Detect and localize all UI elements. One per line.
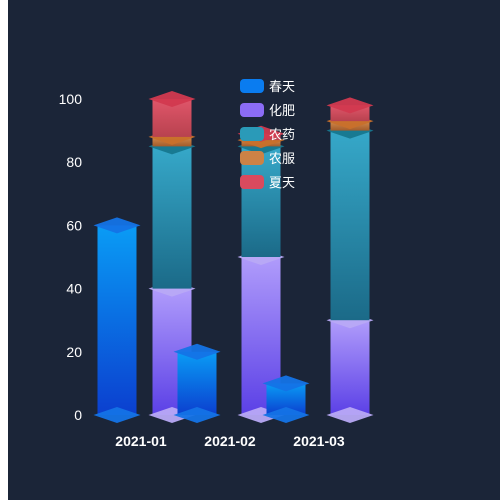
bar-base-cap — [173, 407, 221, 423]
bar-segment — [330, 320, 370, 415]
bar-segment — [177, 351, 217, 415]
chart-panel: 0 20 40 60 80 100 2021-01 2021-02 2021-03 春天化肥农… — [8, 0, 500, 500]
bar-top-cap — [173, 343, 221, 360]
bars-layer — [93, 91, 374, 423]
bar-top-cap — [326, 97, 374, 114]
legend-label: 夏天 — [269, 175, 295, 190]
legend-label: 化肥 — [269, 103, 295, 118]
x-axis: 2021-01 2021-02 2021-03 — [115, 433, 345, 449]
bar-top-cap — [262, 375, 310, 392]
stacked-3d-bar-chart: 0 20 40 60 80 100 2021-01 2021-02 2021-03 春天化肥农… — [59, 79, 374, 449]
legend-swatch — [240, 175, 264, 189]
bar-segment — [97, 225, 137, 415]
legend-label: 春天 — [269, 79, 295, 94]
bar-base-cap — [93, 407, 141, 423]
bar-top-cap — [148, 91, 196, 107]
x-tick-label: 2021-02 — [204, 433, 256, 449]
x-tick-label: 2021-01 — [115, 433, 167, 449]
bar-top-cap — [93, 217, 141, 234]
legend-swatch — [240, 127, 264, 141]
y-tick-label: 0 — [74, 407, 82, 423]
bar-segment — [152, 146, 192, 289]
y-tick-label: 40 — [66, 281, 82, 297]
y-tick-label: 100 — [59, 91, 83, 107]
y-axis: 0 20 40 60 80 100 — [59, 91, 83, 423]
legend-swatch — [240, 103, 264, 117]
legend-label: 农服 — [269, 151, 295, 166]
bar-base-cap — [326, 407, 374, 423]
legend-swatch — [240, 79, 264, 93]
bar-base-cap — [262, 407, 310, 423]
legend-swatch — [240, 151, 264, 165]
x-tick-label: 2021-03 — [293, 433, 345, 449]
legend-label: 农药 — [269, 127, 295, 142]
y-tick-label: 60 — [66, 217, 82, 233]
y-tick-label: 80 — [66, 154, 82, 170]
bar-segment — [330, 130, 370, 321]
y-tick-label: 20 — [66, 344, 82, 360]
